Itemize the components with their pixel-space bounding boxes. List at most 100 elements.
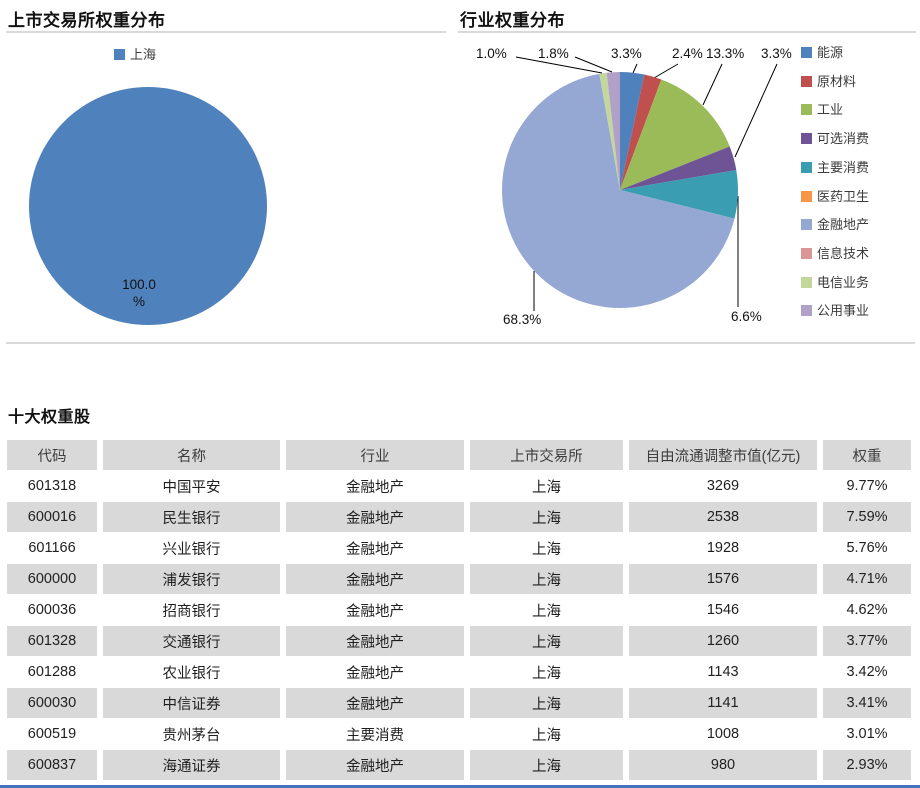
table-cell: 600036 (27, 602, 77, 618)
industry-pct-label-9: 1.8% (538, 46, 569, 61)
table-cell: 601328 (7, 626, 97, 656)
industry-legend-item-5: 医药卫生 (801, 189, 869, 204)
exchange-pie-chart (29, 87, 267, 325)
table-cell: 601288 (27, 664, 77, 680)
industry-legend-label: 原材料 (817, 73, 857, 89)
industry-legend-item-3: 可选消费 (801, 131, 869, 146)
industry-legend-item-7: 信息技术 (801, 246, 869, 261)
table-cell: 海通证券 (103, 750, 280, 780)
table-cell: 3.42% (846, 664, 888, 680)
table-row: 600519 贵州茅台 主要消费 上海 1008 3.01% (7, 719, 911, 749)
table-cell: 上海 (470, 626, 623, 656)
table-cell: 1008 (706, 726, 740, 742)
industry-pie-slice-8 (599, 72, 620, 190)
table-cell: 招商银行 (162, 603, 221, 620)
exchange-pie-slice (29, 87, 267, 325)
table-cell: 1546 (706, 602, 740, 618)
industry-legend-item-4: 主要消费 (801, 160, 869, 175)
industry-legend-swatch-icon (801, 276, 812, 288)
table-cell: 金融地产 (286, 502, 464, 532)
table-row: 600016 民生银行 金融地产 上海 2538 7.59% (7, 502, 911, 532)
industry-legend-item-2: 工业 (801, 102, 843, 117)
table-cell: 5.76% (846, 540, 888, 556)
industry-legend-label: 公用事业 (817, 303, 870, 319)
industry-legend-label: 可选消费 (817, 131, 870, 147)
exchange-chart-title: 上市交易所权重分布 (8, 11, 166, 30)
table-cell: 2538 (629, 502, 817, 532)
table-cell: 3.01% (846, 726, 888, 742)
top10-table-title: 十大权重股 (8, 409, 91, 426)
industry-legend-swatch-icon (801, 75, 812, 87)
table-cell: 600000 (7, 564, 97, 594)
industry-pct-label-1: 2.4% (672, 46, 703, 61)
industry-title-rule (458, 31, 916, 33)
table-cell: 金融地产 (346, 603, 404, 620)
table-cell: 民生银行 (103, 502, 280, 532)
table-cell: 600016 (7, 502, 97, 532)
exchange-title-rule (6, 31, 446, 33)
exchange-legend-swatch-icon (114, 49, 125, 60)
table-cell: 600837 (7, 750, 97, 780)
industry-legend-swatch-icon (801, 305, 812, 317)
table-cell: 交通银行 (103, 626, 280, 656)
industry-legend-item-0: 能源 (801, 45, 843, 60)
table-cell: 上海 (470, 688, 623, 718)
industry-legend-swatch-icon (801, 104, 812, 116)
industry-legend-swatch-icon (801, 190, 812, 202)
industry-legend-item-1: 原材料 (801, 74, 856, 89)
table-row: 601166 兴业银行 金融地产 上海 1928 5.76% (7, 533, 911, 563)
table-cell: 3.41% (823, 688, 911, 718)
table-cell: 600519 (27, 726, 77, 742)
table-cell: 中信证券 (103, 688, 280, 718)
industry-legend-label: 信息技术 (817, 245, 870, 261)
table-row: 600837 海通证券 金融地产 上海 980 2.93% (7, 750, 911, 780)
industry-legend-label: 医药卫生 (817, 188, 870, 204)
industry-legend-item-6: 金融地产 (801, 217, 869, 232)
industry-legend-swatch-icon (801, 133, 812, 145)
industry-legend-label: 能源 (817, 45, 844, 60)
table-cell: 3.77% (823, 626, 911, 656)
industry-leader-line-9 (574, 56, 613, 73)
table-cell: 4.62% (846, 602, 888, 618)
table-cell: 金融地产 (346, 665, 404, 682)
industry-legend-item-9: 公用事业 (801, 303, 869, 318)
industry-chart-title: 行业权重分布 (460, 11, 565, 30)
industry-legend-label: 工业 (817, 102, 844, 118)
table-cell: 1260 (629, 626, 817, 656)
industry-legend-swatch-icon (801, 219, 812, 231)
table-cell: 兴业银行 (162, 541, 221, 558)
table-cell: 1576 (629, 564, 817, 594)
table-cell: 601318 (27, 478, 77, 494)
top10-weights-table: 代码 名称 行业 上市交易所 自由流通调整市值(亿元) 权重 601318 中国平安 金融地产… (1, 439, 917, 781)
table-cell: 4.71% (823, 564, 911, 594)
column-header: 代码 (7, 440, 97, 470)
industry-pie-slice-1 (620, 74, 662, 190)
industry-pct-label-0: 3.3% (611, 46, 642, 61)
industry-pct-label-4: 6.6% (731, 309, 762, 324)
table-cell: 农业银行 (162, 665, 221, 682)
column-header: 权重 (823, 440, 911, 470)
table-cell: 1141 (629, 688, 817, 718)
column-header: 上市交易所 (470, 440, 623, 470)
industry-pie-chart (502, 72, 738, 308)
table-row: 600000 浦发银行 金融地产 上海 1576 4.71% (7, 564, 911, 594)
industry-pie-slice-3 (620, 146, 737, 190)
exchange-pie-data-label: 100.0% (109, 276, 169, 310)
table-cell: 上海 (470, 750, 623, 780)
table-cell: 上海 (470, 502, 623, 532)
industry-pie-slice-2 (620, 79, 730, 190)
table-cell: 上海 (532, 541, 561, 558)
industry-pct-label-6: 68.3% (503, 312, 542, 327)
table-cell: 贵州茅台 (162, 727, 221, 744)
industry-pct-label-8: 1.0% (476, 46, 507, 61)
industry-leader-line-3 (734, 63, 778, 158)
table-cell: 上海 (532, 479, 561, 496)
table-cell: 金融地产 (286, 564, 464, 594)
industry-pie-slice-0 (620, 72, 645, 190)
table-row: 601288 农业银行 金融地产 上海 1143 3.42% (7, 657, 911, 687)
column-header: 名称 (103, 440, 280, 470)
exchange-pie-data-label-line: 100.0 (122, 277, 156, 292)
table-header-row: 代码 名称 行业 上市交易所 自由流通调整市值(亿元) 权重 (7, 440, 911, 470)
table-cell: 3269 (706, 478, 740, 494)
